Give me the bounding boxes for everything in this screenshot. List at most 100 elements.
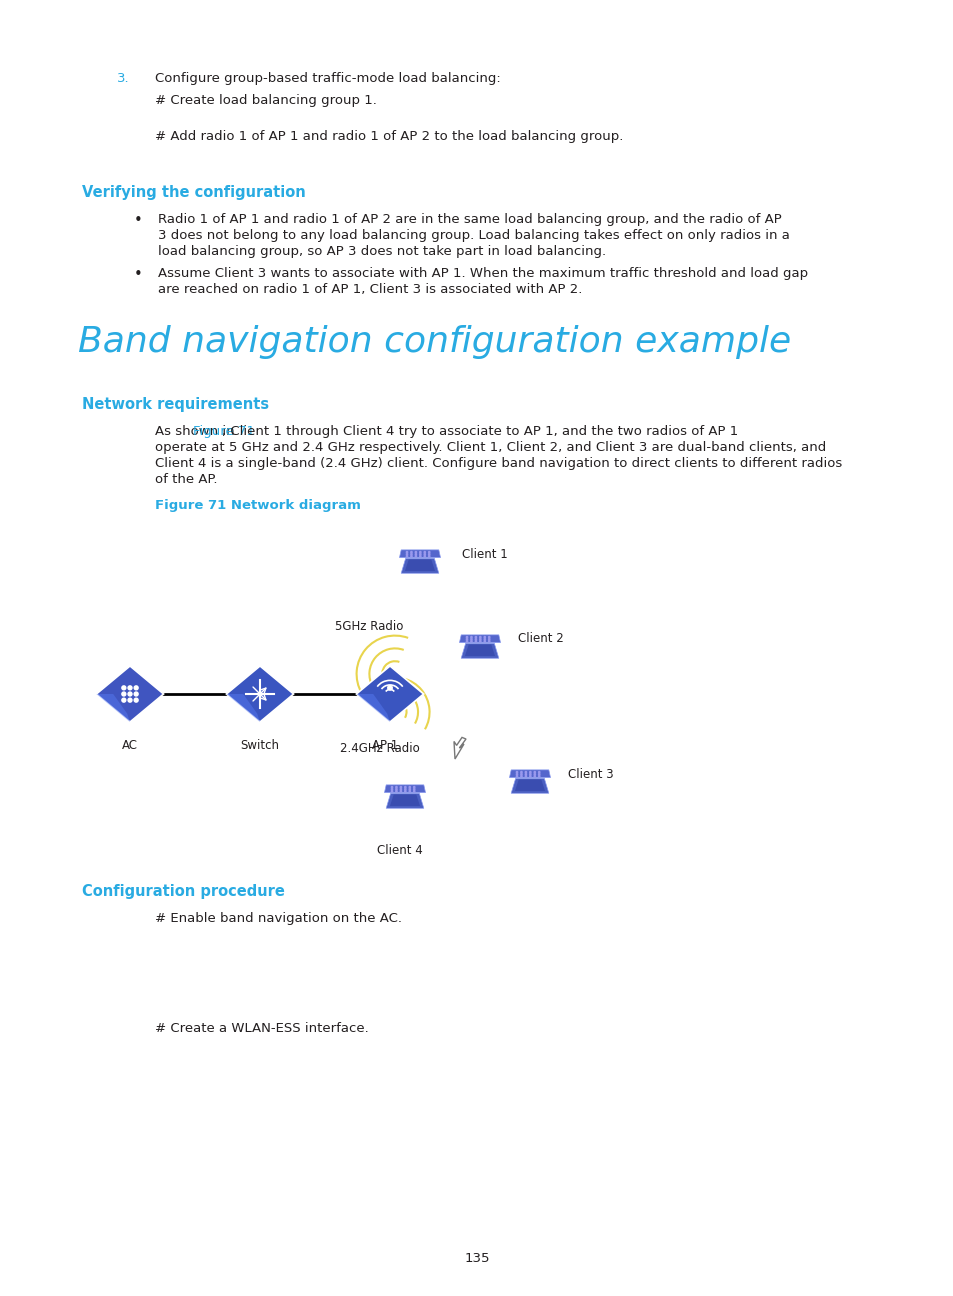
Text: 135: 135 — [464, 1252, 489, 1265]
Circle shape — [415, 556, 416, 557]
Circle shape — [128, 686, 132, 689]
Circle shape — [415, 552, 416, 553]
Circle shape — [475, 639, 476, 640]
Text: 3 does not belong to any load balancing group. Load balancing takes effect on on: 3 does not belong to any load balancing … — [158, 229, 789, 242]
Circle shape — [428, 552, 430, 553]
Circle shape — [470, 636, 472, 638]
Circle shape — [404, 787, 406, 788]
Circle shape — [525, 771, 526, 772]
Polygon shape — [454, 737, 465, 759]
Circle shape — [424, 556, 425, 557]
Circle shape — [538, 771, 539, 772]
Circle shape — [483, 636, 485, 638]
Circle shape — [400, 787, 401, 788]
Circle shape — [520, 774, 521, 775]
Circle shape — [534, 771, 535, 772]
Circle shape — [428, 556, 430, 557]
Text: # Create a WLAN-ESS interface.: # Create a WLAN-ESS interface. — [154, 1023, 369, 1036]
Polygon shape — [459, 635, 500, 643]
Circle shape — [516, 775, 517, 776]
Text: Figure 71 Network diagram: Figure 71 Network diagram — [154, 499, 360, 512]
Text: 5GHz Radio: 5GHz Radio — [335, 619, 403, 632]
Polygon shape — [390, 794, 419, 806]
Circle shape — [406, 552, 407, 553]
Circle shape — [400, 791, 401, 792]
Circle shape — [424, 553, 425, 555]
Circle shape — [466, 639, 467, 640]
Circle shape — [475, 640, 476, 642]
Circle shape — [488, 639, 490, 640]
Circle shape — [134, 686, 138, 689]
Polygon shape — [509, 770, 550, 778]
Circle shape — [483, 640, 485, 642]
Text: Switch: Switch — [240, 739, 279, 752]
Text: 3.: 3. — [117, 73, 130, 86]
Text: Configure group-based traffic-mode load balancing:: Configure group-based traffic-mode load … — [154, 73, 500, 86]
Circle shape — [466, 636, 467, 638]
Polygon shape — [226, 666, 294, 722]
Circle shape — [479, 639, 480, 640]
Circle shape — [134, 692, 138, 696]
Circle shape — [428, 553, 430, 555]
Polygon shape — [386, 793, 423, 809]
Circle shape — [520, 771, 521, 772]
Text: •: • — [133, 267, 142, 283]
Polygon shape — [356, 666, 423, 722]
Text: •: • — [133, 213, 142, 228]
Circle shape — [419, 552, 420, 553]
Text: Radio 1 of AP 1 and radio 1 of AP 2 are in the same load balancing group, and th: Radio 1 of AP 1 and radio 1 of AP 2 are … — [158, 213, 781, 226]
Circle shape — [520, 775, 521, 776]
Circle shape — [516, 771, 517, 772]
Circle shape — [411, 556, 412, 557]
Text: Figure 71: Figure 71 — [193, 425, 255, 438]
Text: Client 2: Client 2 — [517, 632, 563, 645]
Circle shape — [128, 692, 132, 696]
Text: Client 3: Client 3 — [567, 767, 613, 780]
Circle shape — [404, 788, 406, 789]
Circle shape — [400, 788, 401, 789]
Circle shape — [470, 639, 472, 640]
Text: Configuration procedure: Configuration procedure — [82, 884, 285, 899]
Circle shape — [466, 640, 467, 642]
Polygon shape — [96, 693, 130, 722]
Circle shape — [406, 553, 407, 555]
Polygon shape — [356, 693, 390, 722]
Circle shape — [479, 636, 480, 638]
Text: Verifying the configuration: Verifying the configuration — [82, 185, 305, 200]
Polygon shape — [96, 666, 163, 722]
Circle shape — [409, 788, 410, 789]
Polygon shape — [384, 785, 425, 793]
Text: of the AP.: of the AP. — [154, 473, 217, 486]
Text: 2.4GHz Radio: 2.4GHz Radio — [339, 743, 419, 756]
Text: , Client 1 through Client 4 try to associate to AP 1, and the two radios of AP 1: , Client 1 through Client 4 try to assoc… — [222, 425, 738, 438]
Text: Client 4: Client 4 — [376, 844, 422, 857]
Text: Client 1: Client 1 — [461, 547, 507, 560]
Circle shape — [479, 640, 480, 642]
Circle shape — [538, 774, 539, 775]
Circle shape — [128, 699, 132, 702]
Circle shape — [387, 686, 392, 689]
Circle shape — [411, 552, 412, 553]
Circle shape — [122, 699, 126, 702]
Circle shape — [475, 636, 476, 638]
Circle shape — [419, 553, 420, 555]
Circle shape — [415, 553, 416, 555]
Text: Assume Client 3 wants to associate with AP 1. When the maximum traffic threshold: Assume Client 3 wants to associate with … — [158, 267, 807, 280]
Circle shape — [529, 775, 531, 776]
Text: # Add radio 1 of AP 1 and radio 1 of AP 2 to the load balancing group.: # Add radio 1 of AP 1 and radio 1 of AP … — [154, 130, 622, 143]
Text: # Create load balancing group 1.: # Create load balancing group 1. — [154, 95, 376, 108]
Text: AP 1: AP 1 — [372, 739, 397, 752]
Polygon shape — [404, 560, 435, 572]
Circle shape — [391, 791, 393, 792]
Circle shape — [404, 791, 406, 792]
Text: AC: AC — [122, 739, 138, 752]
Circle shape — [122, 686, 126, 689]
Circle shape — [534, 775, 535, 776]
Polygon shape — [226, 693, 260, 722]
Circle shape — [411, 553, 412, 555]
Circle shape — [409, 787, 410, 788]
Circle shape — [525, 774, 526, 775]
Text: Network requirements: Network requirements — [82, 397, 269, 412]
Circle shape — [395, 788, 396, 789]
Circle shape — [413, 787, 415, 788]
